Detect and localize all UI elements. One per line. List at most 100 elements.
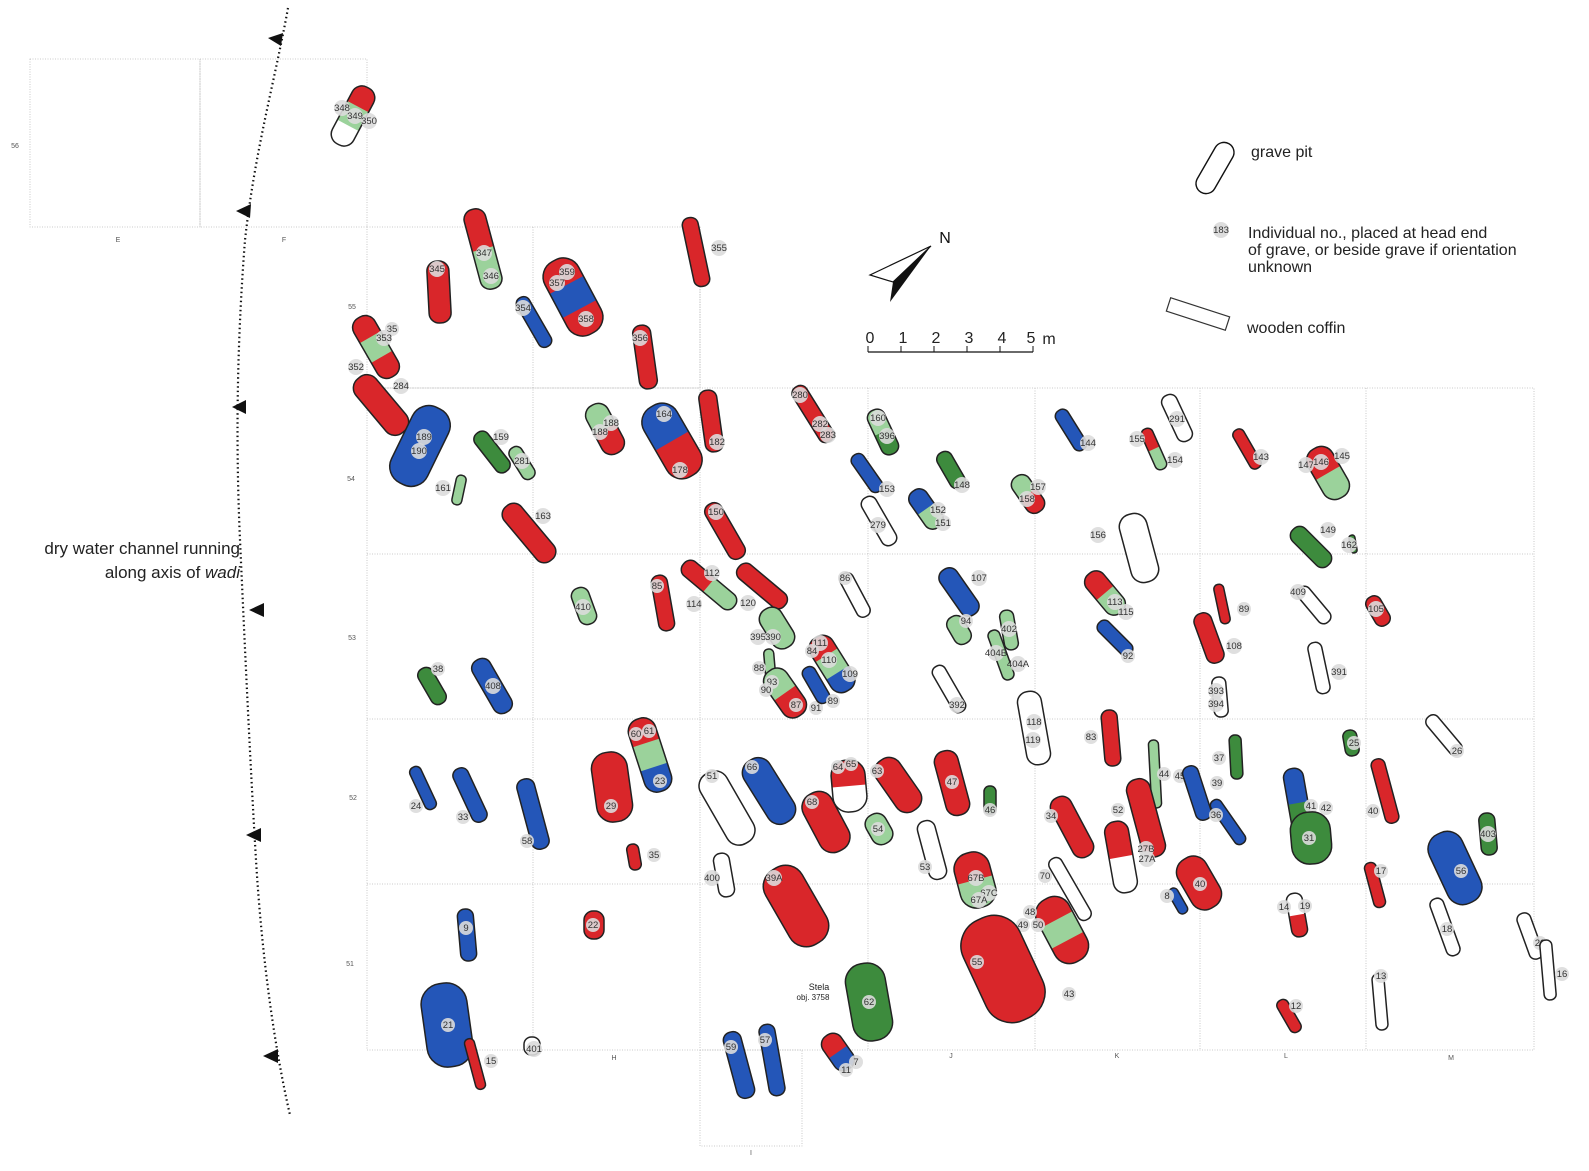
- individual-marker: [709, 434, 725, 450]
- grave-outline: [501, 502, 557, 564]
- channel-arrow-icon: [249, 603, 264, 617]
- individual-marker: [1289, 999, 1303, 1013]
- grave-band: [1228, 734, 1244, 780]
- scale-tick-3: 3: [965, 330, 974, 347]
- grave-83: 83: [1084, 709, 1122, 767]
- grave-outline: [641, 402, 703, 480]
- individual-number: 19: [1300, 901, 1311, 912]
- individual-marker: [752, 661, 766, 675]
- individual-marker: [1118, 604, 1134, 620]
- grave-outline: [1516, 912, 1544, 960]
- individual-marker: [535, 508, 551, 524]
- wadi-label: dry water channel running along axis of …: [0, 537, 240, 585]
- stela-label: Stela: [809, 982, 830, 992]
- grave-outline: [1049, 795, 1095, 859]
- scale-tick-2: 2: [932, 330, 941, 347]
- individual-marker: [592, 424, 608, 440]
- grave-outline: [1016, 690, 1052, 766]
- individual-marker: [1298, 899, 1312, 913]
- individual-number: 52: [1113, 805, 1124, 816]
- grave-17: 17: [1363, 861, 1388, 909]
- individual-marker: [792, 387, 808, 403]
- grave-281: 281: [506, 444, 538, 482]
- individual-marker: [459, 921, 473, 935]
- grave-outline: [844, 962, 894, 1042]
- individual-number: 41: [1306, 801, 1317, 812]
- grave-band: [348, 369, 414, 441]
- individual-number: 37: [1214, 753, 1225, 764]
- grave-outline: [388, 404, 452, 488]
- individual-number: 54: [873, 824, 884, 835]
- individual-number: 160: [870, 413, 886, 424]
- individual-marker: [1302, 831, 1316, 845]
- individual-marker: [578, 311, 594, 327]
- individual-number: 13: [1376, 971, 1387, 982]
- individual-number: 356: [632, 333, 648, 344]
- scale-bar: 0 1 2 3 4 5 m: [866, 330, 1056, 353]
- individual-marker: [653, 774, 667, 788]
- individual-marker: [1277, 900, 1291, 914]
- individual-marker: [1237, 602, 1251, 616]
- grave-outline: [1181, 765, 1213, 821]
- individual-number: 358: [578, 314, 594, 325]
- grave-160: 160 396: [864, 406, 902, 458]
- grave-outline: [916, 819, 948, 881]
- legend-coffin-icon: [1165, 297, 1231, 331]
- individual-marker: [988, 645, 1004, 661]
- grave-outline: [542, 257, 604, 337]
- individual-number: 159: [493, 432, 509, 443]
- grave-58: 58: [514, 776, 552, 852]
- individual-marker: [348, 359, 364, 375]
- grave-47: 47: [931, 748, 973, 818]
- individual-marker: [870, 410, 886, 426]
- grave-24: 24: [407, 764, 439, 813]
- individual-marker: [1111, 803, 1125, 817]
- grave-band: [721, 1029, 757, 1101]
- grave-143: 143: [1230, 426, 1269, 472]
- individual-number: 40: [1195, 879, 1206, 890]
- grave-147: 147 146 145: [1298, 441, 1355, 505]
- grave-outline: [1048, 856, 1092, 922]
- grave-120: 120: [733, 559, 791, 613]
- individual-marker: [629, 727, 643, 741]
- grave-112: 112 114: [677, 556, 741, 614]
- individual-marker: [971, 570, 987, 586]
- grave-63: 63: [869, 752, 927, 818]
- grave-outline: [1034, 895, 1090, 965]
- individual-number: 27B: [1138, 844, 1155, 855]
- grave-51: 51: [694, 765, 760, 851]
- legend-individual-sample: 183: [1213, 225, 1229, 236]
- individual-number: 34: [1046, 811, 1057, 822]
- grave-52: 52: [1111, 776, 1168, 860]
- grave-outline: [1054, 408, 1088, 452]
- grave-outline: [1289, 811, 1333, 865]
- individual-number: 44: [1159, 769, 1170, 780]
- individual-marker: [1374, 864, 1388, 878]
- individual-number: 115: [1118, 607, 1133, 618]
- grave-70: 70: [1038, 855, 1094, 923]
- individual-number: 349: [347, 111, 363, 122]
- individual-number: 25: [1349, 738, 1360, 749]
- grave-163: 163: [498, 499, 560, 567]
- individual-marker: [1030, 479, 1046, 495]
- individual-number: 87: [791, 700, 802, 711]
- individual-marker: [724, 1040, 738, 1054]
- grave-outline: [698, 389, 724, 453]
- individual-number: 390: [765, 632, 781, 643]
- grave-band: [832, 784, 869, 814]
- individual-marker: [1368, 601, 1384, 617]
- north-arrow-icon: N: [868, 230, 951, 302]
- individual-number: 31: [1304, 833, 1315, 844]
- individual-number: 402: [1001, 624, 1017, 635]
- individual-marker: [879, 481, 895, 497]
- individual-marker: [708, 504, 724, 520]
- individual-number: 282: [812, 419, 828, 430]
- individual-marker: [393, 378, 409, 394]
- individual-number: 108: [1226, 641, 1242, 652]
- individual-number: 114: [686, 599, 701, 610]
- individual-number: 21: [443, 1020, 454, 1031]
